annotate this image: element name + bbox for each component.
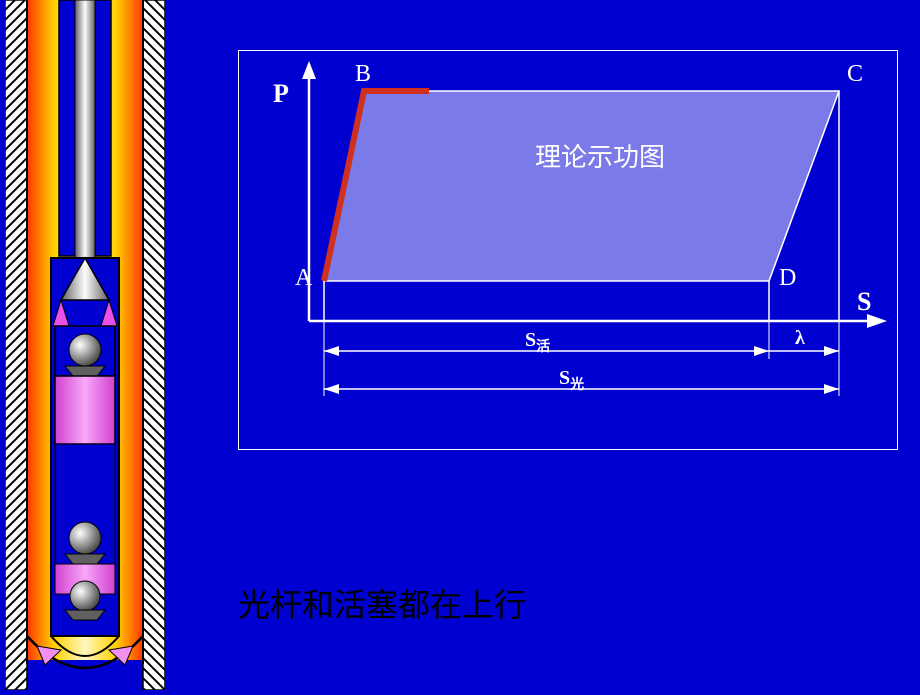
point-D: D (779, 265, 796, 292)
x-axis-label: S (857, 287, 871, 317)
indicator-chart: P S A B C D 理论示功图 S活 λ S光 (238, 50, 898, 450)
chart-title: 理论示功图 (535, 137, 665, 174)
pump-diagram (5, 0, 165, 690)
dim-lambda: λ (795, 327, 805, 350)
dim-s-guang: S光 (559, 367, 584, 394)
point-A: A (295, 265, 312, 292)
point-C: C (847, 61, 863, 88)
dim-s-huo: S活 (525, 329, 550, 356)
caption-text: 光杆和活塞都在上行 (238, 580, 526, 626)
y-axis-label: P (273, 79, 289, 109)
point-B: B (355, 61, 371, 88)
